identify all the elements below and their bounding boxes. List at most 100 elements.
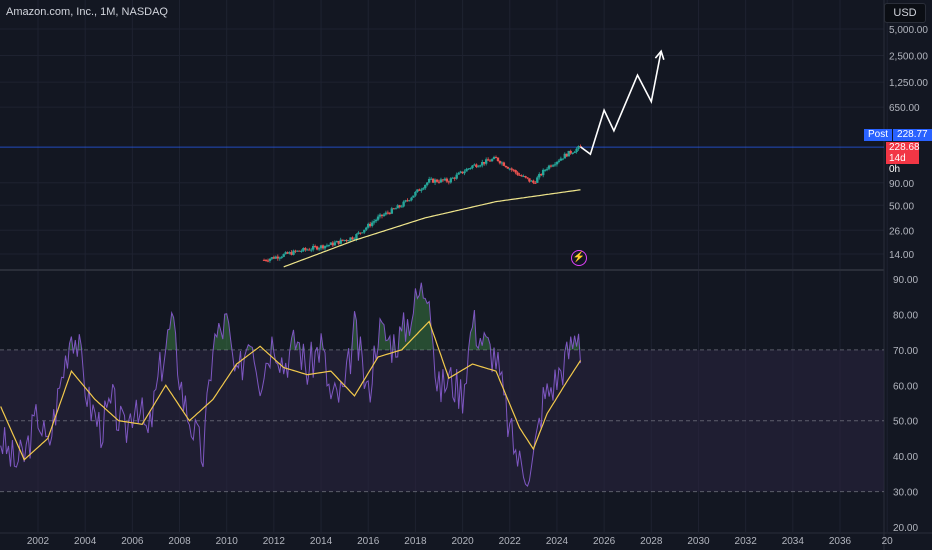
candle-body — [412, 195, 415, 198]
candle-body — [331, 242, 335, 246]
candle-body — [431, 178, 435, 183]
candle-body — [280, 256, 283, 258]
candle-body — [424, 184, 427, 189]
candle-body — [481, 161, 484, 166]
candle-body — [479, 165, 482, 167]
candle-body — [563, 153, 567, 159]
candle-body — [382, 214, 386, 217]
candle-body — [441, 179, 445, 181]
time-axis-label: 2016 — [357, 536, 380, 547]
candle-body — [522, 176, 525, 178]
candle-body — [512, 169, 515, 171]
price-axis-label: 26.00 — [889, 226, 914, 237]
candle-body — [262, 259, 266, 261]
flash-circle-icon[interactable]: ⚡ — [571, 250, 587, 266]
candle-body — [555, 161, 559, 165]
post-market-tag: Post 228.77 — [864, 129, 932, 141]
time-axis-label: 2014 — [310, 536, 333, 547]
candle-body — [386, 212, 390, 214]
candle-body — [492, 157, 496, 160]
candle-body — [286, 252, 289, 254]
candle-body — [333, 242, 337, 246]
candle-body — [420, 189, 423, 191]
candle-body — [410, 197, 413, 201]
candle-body — [559, 158, 563, 161]
candle-body — [500, 162, 504, 164]
price-axis-label: 2,500.00 — [889, 52, 928, 63]
candle-body — [376, 216, 380, 220]
candle-body — [545, 168, 549, 170]
candle-body — [534, 182, 537, 184]
candle-body — [296, 250, 299, 252]
candle-body — [349, 237, 352, 241]
candle-body — [302, 248, 305, 251]
candle-body — [388, 212, 392, 214]
candle-body — [345, 239, 348, 241]
candle-body — [565, 153, 568, 157]
candle-body — [504, 165, 508, 168]
currency-button[interactable]: USD — [884, 3, 926, 23]
candle-body — [288, 252, 291, 254]
candle-body — [427, 178, 431, 183]
candle-body — [490, 159, 494, 162]
candle-body — [404, 200, 407, 202]
symbol-title: Amazon.com, Inc., 1M, NASDAQ — [6, 6, 168, 18]
candle-body — [451, 177, 454, 179]
candle-body — [300, 250, 303, 252]
candle-body — [561, 158, 565, 160]
candle-body — [306, 249, 309, 251]
candle-body — [292, 250, 295, 255]
candle-body — [319, 245, 323, 249]
candle-body — [370, 222, 374, 226]
candle-body — [575, 148, 578, 153]
candle-body — [426, 182, 429, 185]
rsi-axis-label: 50.00 — [893, 417, 918, 428]
candle-body — [553, 164, 557, 166]
rsi-axis-label: 60.00 — [893, 381, 918, 392]
candle-body — [557, 160, 561, 162]
time-axis-label: 2022 — [499, 536, 522, 547]
time-axis-label: 2024 — [546, 536, 569, 547]
price-axis-label: 90.00 — [889, 179, 914, 190]
candle-body — [337, 240, 340, 244]
candle-body — [526, 177, 529, 179]
time-axis-label: 2032 — [735, 536, 758, 547]
candle-body — [418, 189, 421, 191]
candle-body — [347, 240, 350, 242]
candle-body — [467, 168, 470, 170]
candle-body — [282, 254, 285, 257]
candle-body — [374, 219, 378, 222]
candle-body — [484, 159, 488, 164]
candle-body — [274, 256, 278, 259]
time-axis-label: 2008 — [168, 536, 191, 547]
candle-body — [516, 172, 519, 175]
candle-body — [276, 256, 280, 259]
rsi-axis-label: 30.00 — [893, 488, 918, 499]
candle-body — [477, 166, 480, 168]
candle-body — [465, 169, 468, 172]
candle-body — [365, 227, 368, 230]
price-axis-label: 5,000.00 — [889, 25, 928, 36]
candle-body — [323, 245, 327, 249]
candle-body — [311, 245, 315, 250]
candle-body — [514, 170, 517, 173]
candle-body — [549, 165, 553, 167]
candle-body — [341, 239, 344, 241]
candle-body — [547, 165, 551, 169]
post-label: Post — [864, 129, 893, 141]
candle-body — [264, 259, 268, 261]
time-axis-label: 2034 — [782, 536, 805, 547]
price-axis-label: 14.00 — [889, 250, 914, 261]
candle-body — [272, 257, 276, 259]
candle-body — [392, 208, 395, 210]
post-value: 228.77 — [893, 129, 932, 141]
candle-body — [406, 200, 409, 202]
candle-body — [437, 181, 441, 183]
candle-body — [445, 178, 449, 182]
candle-body — [569, 150, 572, 154]
candle-body — [447, 181, 451, 183]
rsi-ma-line — [0, 320, 582, 461]
moving-average-line — [283, 189, 581, 268]
candle-body — [361, 232, 364, 234]
